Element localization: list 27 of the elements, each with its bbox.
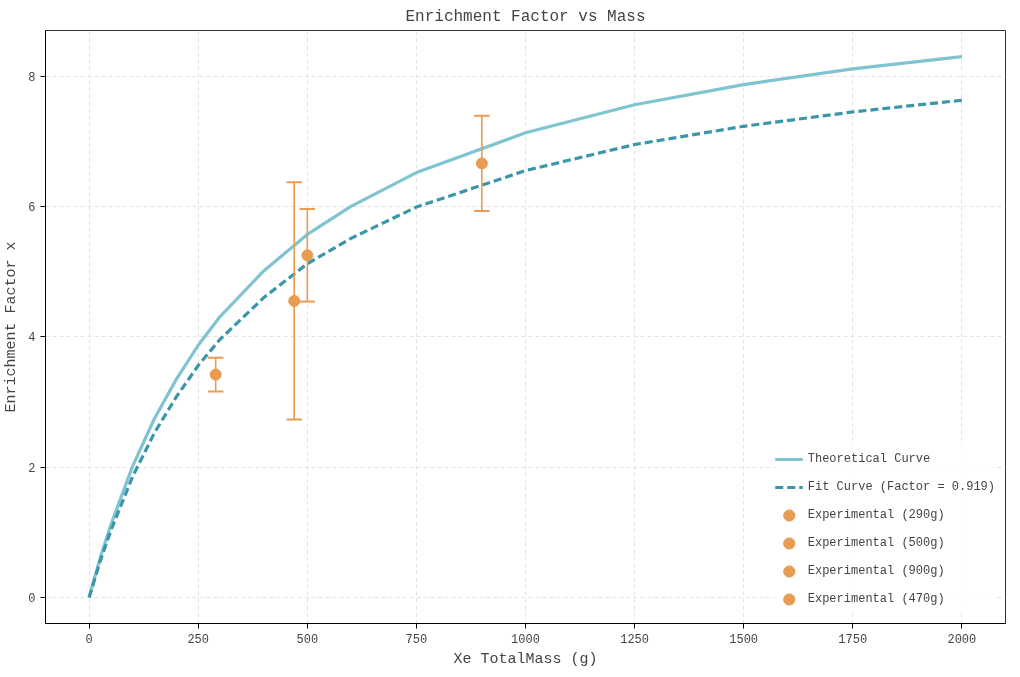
- legend-label: Theoretical Curve: [807, 451, 931, 468]
- legend-label: Experimental (500g): [807, 535, 945, 552]
- legend-label: Experimental (290g): [807, 507, 945, 524]
- x-axis-title: Xe TotalMass (g): [453, 650, 598, 668]
- y-tick-label: 8: [28, 70, 36, 85]
- legend-label: Experimental (470g): [807, 591, 945, 608]
- y-tick-label: 0: [28, 591, 36, 606]
- point: [288, 294, 301, 307]
- legend-label: Experimental (900g): [807, 563, 945, 580]
- y-tick-label: 2: [28, 461, 36, 476]
- x-tick-label: 500: [296, 632, 319, 647]
- legend-label: Fit Curve (Factor = 0.919): [807, 479, 995, 496]
- x-tick-label: 1250: [620, 632, 649, 647]
- point: [209, 368, 222, 381]
- point: [301, 249, 314, 262]
- y-tick-label: 6: [28, 200, 36, 215]
- x-tick-label: 0: [85, 632, 93, 647]
- x-tick-label: 1500: [729, 632, 759, 647]
- x-tick-label: 750: [405, 632, 428, 647]
- chart-title: Enrichment Factor vs Mass: [405, 7, 646, 26]
- point: [475, 157, 488, 170]
- y-axis-title: Enrichment Factor x: [3, 241, 21, 413]
- x-tick-label: 250: [187, 632, 210, 647]
- x-tick-label: 1000: [511, 632, 540, 647]
- y-tick-label: 4: [28, 331, 36, 346]
- x-tick-label: 2000: [947, 632, 977, 647]
- x-tick-label: 1750: [838, 632, 868, 647]
